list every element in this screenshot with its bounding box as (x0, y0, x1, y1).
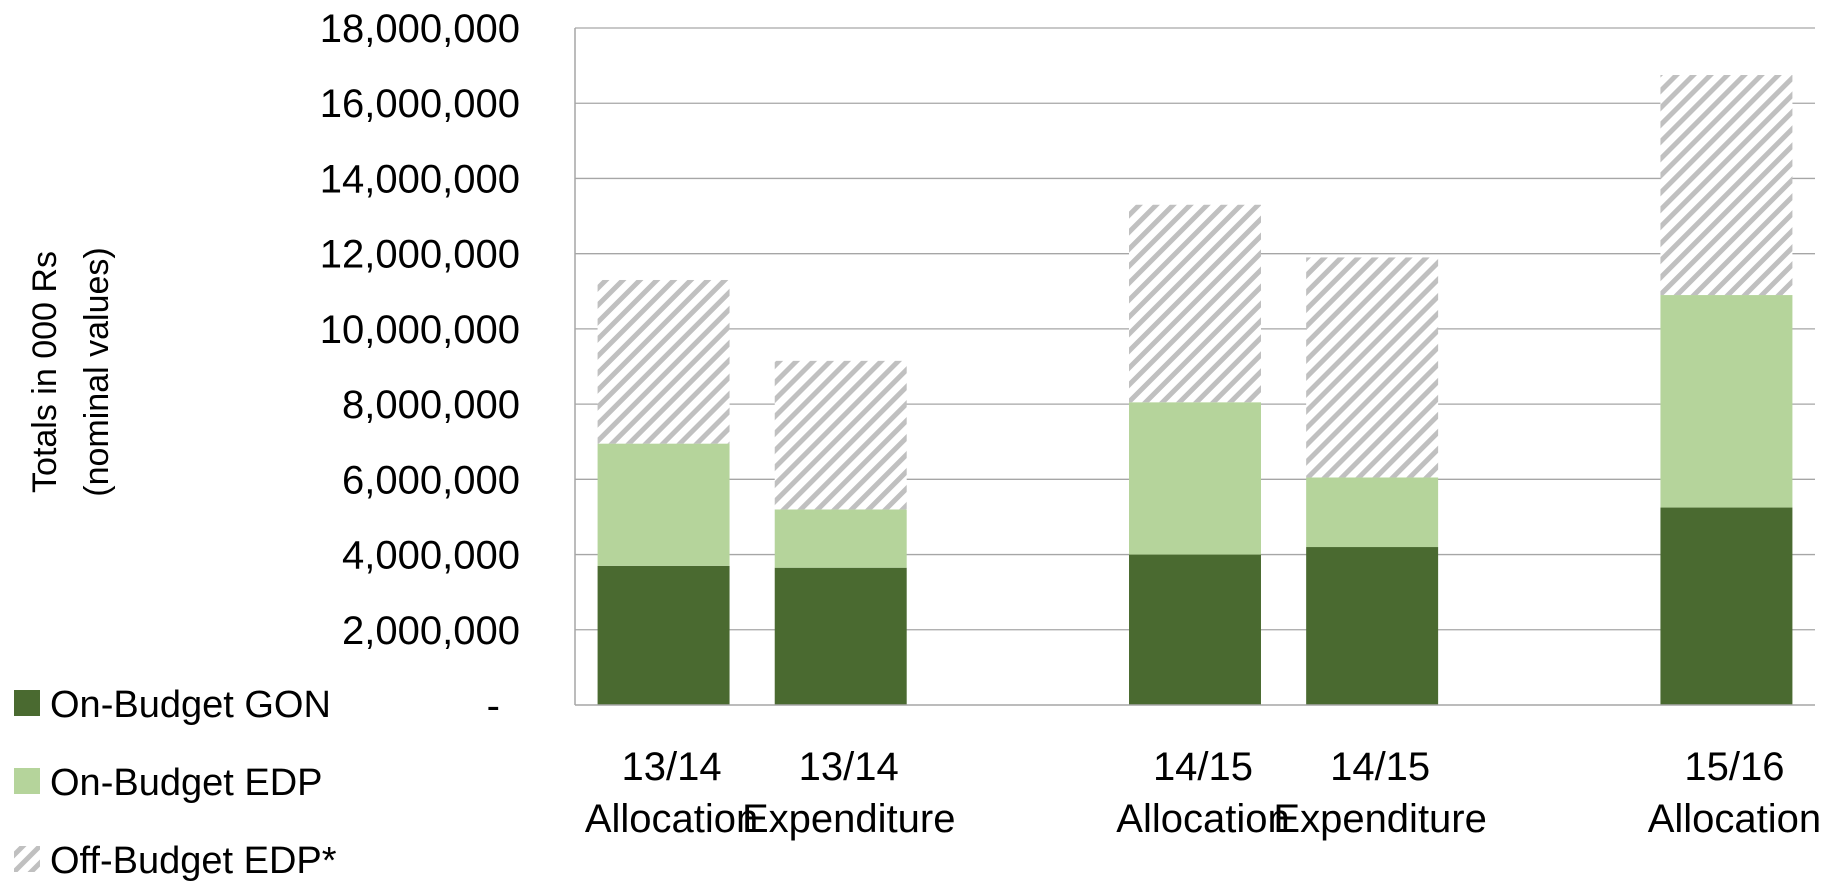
bar-segment (1306, 547, 1439, 705)
y-tick-label: 14,000,000 (320, 157, 520, 201)
y-tick-label: 2,000,000 (342, 609, 520, 653)
y-axis-label: Totals in 000 Rs (nominal values) (26, 247, 116, 496)
x-category-label: Expenditure (742, 797, 955, 841)
x-category-label: 15/16 (1684, 745, 1784, 789)
y-tick-labels: - 2,000,000 4,000,000 6,000,000 8,000,000 10,… (320, 7, 520, 728)
legend-label: Off-Budget EDP* (50, 840, 337, 882)
bar-segment (597, 443, 730, 566)
legend-swatch (14, 846, 40, 872)
x-category-label: Allocation (585, 797, 758, 841)
x-category-label: Expenditure (1273, 797, 1486, 841)
y-tick-label: 18,000,000 (320, 7, 520, 51)
x-category-label: 13/14 (622, 745, 722, 789)
bars (597, 75, 1793, 705)
x-category-label: 14/15 (1153, 745, 1253, 789)
y-tick-label: 12,000,000 (320, 233, 520, 277)
bar-segment (1129, 402, 1261, 555)
x-category-label: 14/15 (1330, 745, 1430, 789)
x-category-label: 13/14 (799, 745, 899, 789)
category-labels: 13/14 Allocation 13/14 Expenditure 14/15 Allo… (585, 745, 1821, 841)
y-tick-label: 8,000,000 (342, 383, 520, 427)
bar-segment (1660, 75, 1793, 296)
x-category-label: Allocation (1116, 797, 1289, 841)
bar-segment (1306, 477, 1439, 548)
legend-swatch (14, 690, 40, 716)
y-tick-label: 6,000,000 (342, 458, 520, 502)
legend-swatch (14, 768, 40, 794)
y-tick-label: 16,000,000 (320, 82, 520, 126)
bar-segment (1660, 295, 1793, 508)
bar-segment (1306, 257, 1439, 478)
x-category-label: Allocation (1648, 797, 1821, 841)
bar-segment (1660, 507, 1793, 705)
y-axis-label-line: Totals in 000 Rs (26, 251, 64, 493)
legend-label: On-Budget EDP (50, 762, 322, 804)
y-tick-label: - (487, 684, 500, 728)
bar-segment (774, 360, 907, 510)
bar-segment (1129, 204, 1261, 403)
bar-segment (774, 509, 907, 568)
bar-segment (1129, 554, 1261, 705)
axes (574, 28, 1815, 706)
bar-segment (774, 567, 907, 705)
bar-segment (597, 565, 730, 705)
y-axis-label-line: (nominal values) (78, 247, 116, 496)
legend: On-Budget GON On-Budget EDP Off-Budget EDP… (14, 684, 337, 882)
y-tick-label: 4,000,000 (342, 534, 520, 578)
bar-segment (597, 279, 730, 444)
y-tick-label: 10,000,000 (320, 308, 520, 352)
legend-label: On-Budget GON (50, 684, 331, 726)
